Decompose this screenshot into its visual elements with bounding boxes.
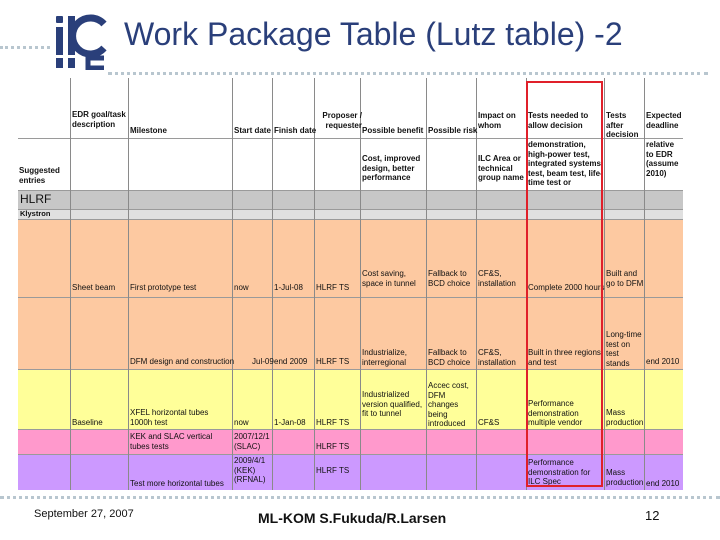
title-dots-left <box>0 46 50 49</box>
header-proposer: Proposer / requester <box>322 111 362 130</box>
tests-highlight-box <box>526 81 603 487</box>
ilc-logo-icon <box>56 14 107 71</box>
header-risk: Possible risk <box>428 126 478 135</box>
row2-tests-needed: Performance demonstration multiple vendo… <box>528 399 583 427</box>
row4-start: 2009/4/1 (KEK) (RFNAL) <box>234 456 266 484</box>
footer-date: September 27, 2007 <box>34 508 134 520</box>
header-start-date: Start date <box>234 126 271 135</box>
header-tests-after: Tests after decision <box>606 111 639 139</box>
row1-tests-after: Long-time test on test stands <box>606 330 642 368</box>
title-dots-right <box>108 72 708 75</box>
row4-proposer: HLRF TS <box>316 466 350 475</box>
slide-title: Work Package Table (Lutz table) -2 <box>124 16 623 52</box>
row1-start: Jul-09 <box>252 357 274 366</box>
row1-tests-needed: Built in three regions and test <box>528 348 601 367</box>
row2-proposer: HLRF TS <box>316 418 350 427</box>
row1-impact: CF&S, installation <box>478 348 516 367</box>
row3-milestone: KEK and SLAC vertical tubes tests <box>130 432 213 451</box>
row0-goal: Sheet beam <box>72 283 116 292</box>
row0-risk: Fallback to BCD choice <box>428 269 471 288</box>
row1-finish: end 2009 <box>274 357 308 366</box>
row4-tests-needed: Performance demonstration for ILC Spec <box>528 458 591 486</box>
header-deadline: Expected deadline <box>646 111 682 130</box>
row0-tests-after: Built and go to DFM <box>606 269 644 288</box>
row0-proposer: HLRF TS <box>316 283 350 292</box>
section-hlrf: HLRF <box>20 192 52 206</box>
row0-benefit: Cost saving, space in tunnel <box>362 269 416 288</box>
row1-deadline: end 2010 <box>646 357 680 366</box>
row4-deadline: end 2010 <box>646 479 680 488</box>
header-impact: Impact on whom <box>478 111 516 130</box>
row3-start: 2007/12/1 (SLAC) <box>234 432 270 451</box>
row3-proposer: HLRF TS <box>316 442 350 451</box>
suggested-deadline: relative to EDR (assume 2010) <box>646 140 679 178</box>
row0-finish: 1-Jul-08 <box>274 283 303 292</box>
row2-finish: 1-Jan-08 <box>274 418 306 427</box>
row0-impact: CF&S, installation <box>478 269 516 288</box>
row2-milestone: XFEL horizontal tubes 1000h test <box>130 408 209 427</box>
work-package-table: EDR goal/task description Milestone Star… <box>18 78 683 490</box>
header-benefit: Possible benefit <box>362 126 424 135</box>
row2-benefit: Industrialized version qualified, fit to… <box>362 390 423 418</box>
suggested-tests-needed: demonstration, high-power test, integrat… <box>528 140 603 187</box>
row4-tests-after: Mass production <box>606 468 644 487</box>
footer-author: ML-KOM S.Fukuda/R.Larsen <box>258 510 447 526</box>
row1-risk: Fallback to BCD choice <box>428 348 471 367</box>
row1-milestone: DFM design and construction <box>130 357 235 366</box>
row1-proposer: HLRF TS <box>316 357 350 366</box>
row1-benefit: Industrialize, interregional <box>362 348 407 367</box>
row0-start: now <box>234 283 249 292</box>
row2-goal: Baseline <box>72 418 103 427</box>
row0-milestone: First prototype test <box>130 283 197 292</box>
row0-tests-needed: Complete 2000 hours <box>528 283 605 292</box>
suggested-label: Suggested entries <box>19 166 60 185</box>
header-edr-goal: EDR goal/task description <box>72 110 126 129</box>
suggested-impact: ILC Area or technical group name <box>478 154 524 182</box>
suggested-benefit: Cost, improved design, better performanc… <box>362 154 421 182</box>
header-tests-needed: Tests needed to allow decision <box>528 111 589 130</box>
row4-milestone: Test more horizontal tubes <box>130 479 224 488</box>
row2-impact: CF&S <box>478 418 500 427</box>
header-milestone: Milestone <box>130 126 167 135</box>
footer-dots <box>0 496 720 499</box>
section-row <box>18 190 683 209</box>
row2-tests-after: Mass production <box>606 408 644 427</box>
subsection-row <box>18 209 683 219</box>
subsection-klystron: Klystron <box>20 209 51 218</box>
row2-start: now <box>234 418 249 427</box>
header-finish-date: Finish date <box>274 126 317 135</box>
ilc-logo <box>52 14 108 75</box>
row2-risk: Accec cost, DFM changes being introduced <box>428 381 469 428</box>
footer-page-number: 12 <box>645 508 660 523</box>
